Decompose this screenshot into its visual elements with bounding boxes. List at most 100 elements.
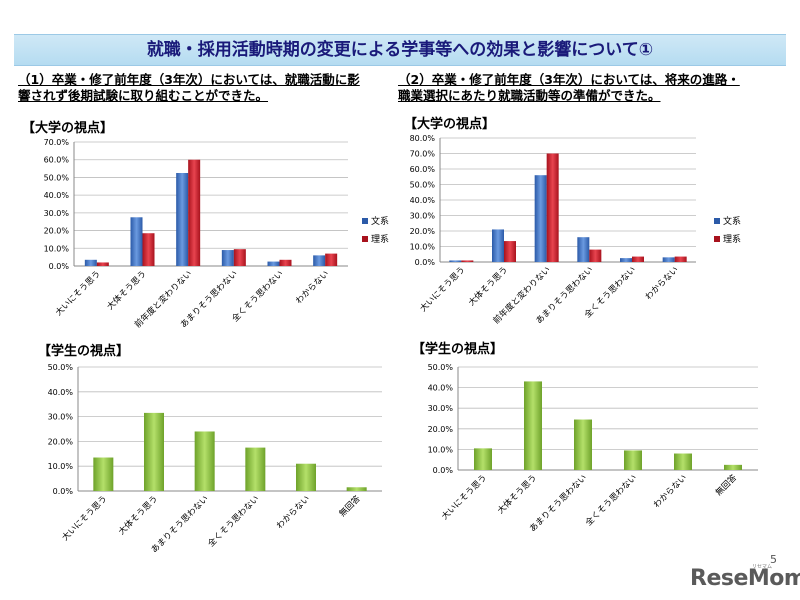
bar-bunkei-2 xyxy=(534,175,547,262)
legend-swatch xyxy=(714,218,720,224)
y-tick-label: 70.0% xyxy=(44,138,70,147)
legend-label: 文系 xyxy=(371,215,389,227)
x-tick-label: わからない xyxy=(275,494,312,531)
y-tick-label: 40.0% xyxy=(44,191,70,200)
bar-bunkei-4 xyxy=(267,261,280,266)
bar-student-0 xyxy=(474,448,492,470)
legend-swatch xyxy=(362,218,368,224)
bar-bunkei-5 xyxy=(313,255,326,266)
resemom-logo: ReseMom xyxy=(690,566,800,591)
bar-bunkei-1 xyxy=(492,229,504,262)
y-tick-label: 0.0% xyxy=(433,466,454,475)
y-tick-label: 60.0% xyxy=(410,165,436,174)
x-tick-label: 全くそう思わない xyxy=(583,472,639,528)
y-tick-label: 0.0% xyxy=(49,262,70,271)
bar-student-5 xyxy=(724,464,742,470)
bar-bunkei-2 xyxy=(176,173,189,266)
y-tick-label: 10.0% xyxy=(44,244,70,253)
y-tick-label: 50.0% xyxy=(48,363,74,372)
bar-student-1 xyxy=(144,412,164,491)
question-2-line-1: （2）卒業・修了前年度（3年次）においては、将来の進路・ xyxy=(398,72,740,87)
bar-bunkei-0 xyxy=(84,259,97,266)
chart-q1-university: 0.0% 10.0% 20.0% 30.0% 40.0% 50.0% 60.0% 70.0% 大… xyxy=(44,138,389,330)
bar-student-3 xyxy=(624,450,642,470)
y-tick-label: 80.0% xyxy=(410,134,436,143)
y-tick-label: 20.0% xyxy=(44,227,70,236)
bar-rikei-4 xyxy=(279,259,292,266)
x-tick-label: あまりそう思わない xyxy=(528,473,589,534)
legend-swatch xyxy=(714,236,720,242)
bar-student-4 xyxy=(674,453,692,470)
bar-bunkei-3 xyxy=(221,250,234,266)
x-tick-label: 無回答 xyxy=(337,493,363,519)
y-tick-label: 30.0% xyxy=(44,209,70,218)
legend-swatch xyxy=(362,236,368,242)
bar-bunkei-5 xyxy=(662,257,675,262)
section-label-univ-right: 【大学の視点】 xyxy=(404,117,496,132)
bar-student-0 xyxy=(93,457,114,491)
x-tick-label: わからない xyxy=(652,473,689,510)
y-tick-label: 30.0% xyxy=(410,212,436,221)
bar-student-4 xyxy=(296,463,316,491)
y-tick-label: 30.0% xyxy=(48,413,74,422)
x-tick-label: 無回答 xyxy=(713,472,739,498)
chart-q2-student: 0.0% 10.0% 20.0% 30.0% 40.0% 50.0% 大いにそう思う 大体そう… xyxy=(428,363,758,534)
y-tick-label: 60.0% xyxy=(44,156,70,165)
chart-q2-university: 0.0% 10.0% 20.0% 30.0% 40.0% 50.0% 60.0% 70.0% 8… xyxy=(410,134,741,326)
bar-rikei-3 xyxy=(589,249,602,262)
bar-student-2 xyxy=(574,419,592,470)
page-number: 5 xyxy=(770,553,777,566)
bar-student-5 xyxy=(346,487,367,491)
legend-label: 理系 xyxy=(371,234,389,245)
question-1-text: （1）卒業・修了前年度（3年次）においては、就職活動に影 響されず後期試験に取り… xyxy=(18,72,360,104)
x-tick-label: わからない xyxy=(294,269,331,306)
question-1-line-1: （1）卒業・修了前年度（3年次）においては、就職活動に影 xyxy=(18,72,360,87)
bar-rikei-2 xyxy=(546,153,559,262)
y-tick-label: 10.0% xyxy=(410,243,436,252)
x-tick-label: あまりそう思わない xyxy=(150,494,211,555)
bar-rikei-0 xyxy=(96,262,109,266)
y-tick-label: 30.0% xyxy=(428,404,454,413)
x-tick-label: わからない xyxy=(644,265,681,302)
y-tick-label: 70.0% xyxy=(410,150,436,159)
bar-rikei-0 xyxy=(461,260,474,262)
bar-bunkei-0 xyxy=(449,260,462,262)
bar-rikei-1 xyxy=(504,241,516,262)
y-tick-label: 0.0% xyxy=(415,258,436,267)
x-tick-label: 大いにそう思う xyxy=(60,493,110,543)
bar-rikei-5 xyxy=(674,256,687,262)
bar-student-3 xyxy=(245,447,266,491)
question-2-line-2: 職業選択にあたり就職活動等の準備ができた。 xyxy=(398,88,661,103)
x-tick-label: 大いにそう思う xyxy=(439,472,489,522)
y-tick-label: 0.0% xyxy=(53,487,74,496)
y-tick-label: 20.0% xyxy=(428,425,454,434)
y-tick-label: 40.0% xyxy=(428,384,454,393)
y-tick-label: 20.0% xyxy=(410,227,436,236)
y-tick-label: 50.0% xyxy=(44,173,70,182)
bar-rikei-4 xyxy=(632,256,644,262)
slide-title-banner: 就職・採用活動時期の変更による学事等への効果と影響について① xyxy=(14,34,786,66)
y-tick-label: 50.0% xyxy=(428,363,454,372)
y-tick-label: 20.0% xyxy=(48,437,74,446)
legend-label: 理系 xyxy=(723,234,741,245)
bar-bunkei-4 xyxy=(620,258,632,262)
x-tick-label: 大いにそう思う xyxy=(418,264,468,314)
y-tick-label: 50.0% xyxy=(410,181,436,190)
y-tick-label: 40.0% xyxy=(48,388,74,397)
x-tick-label: 大体そう思う xyxy=(116,493,160,537)
question-1-line-2: 響されず後期試験に取り組むことができた。 xyxy=(18,88,269,103)
section-label-student-right: 【学生の視点】 xyxy=(412,342,504,357)
x-tick-label: 大体そう思う xyxy=(105,268,149,312)
bar-bunkei-1 xyxy=(130,217,143,266)
bar-student-1 xyxy=(524,381,542,470)
bar-rikei-5 xyxy=(325,253,338,266)
x-tick-label: 大いにそう思う xyxy=(53,268,103,318)
x-tick-label: 全くそう思わない xyxy=(206,493,262,549)
bar-rikei-2 xyxy=(188,159,201,266)
y-tick-label: 40.0% xyxy=(410,196,436,205)
y-tick-label: 10.0% xyxy=(48,462,74,471)
bar-rikei-3 xyxy=(233,249,246,266)
chart-q1-student: 0.0% 10.0% 20.0% 30.0% 40.0% 50.0% 大いにそう思う 大体そう… xyxy=(48,363,382,555)
x-tick-label: 大体そう思う xyxy=(466,264,510,308)
bar-student-2 xyxy=(194,431,215,491)
